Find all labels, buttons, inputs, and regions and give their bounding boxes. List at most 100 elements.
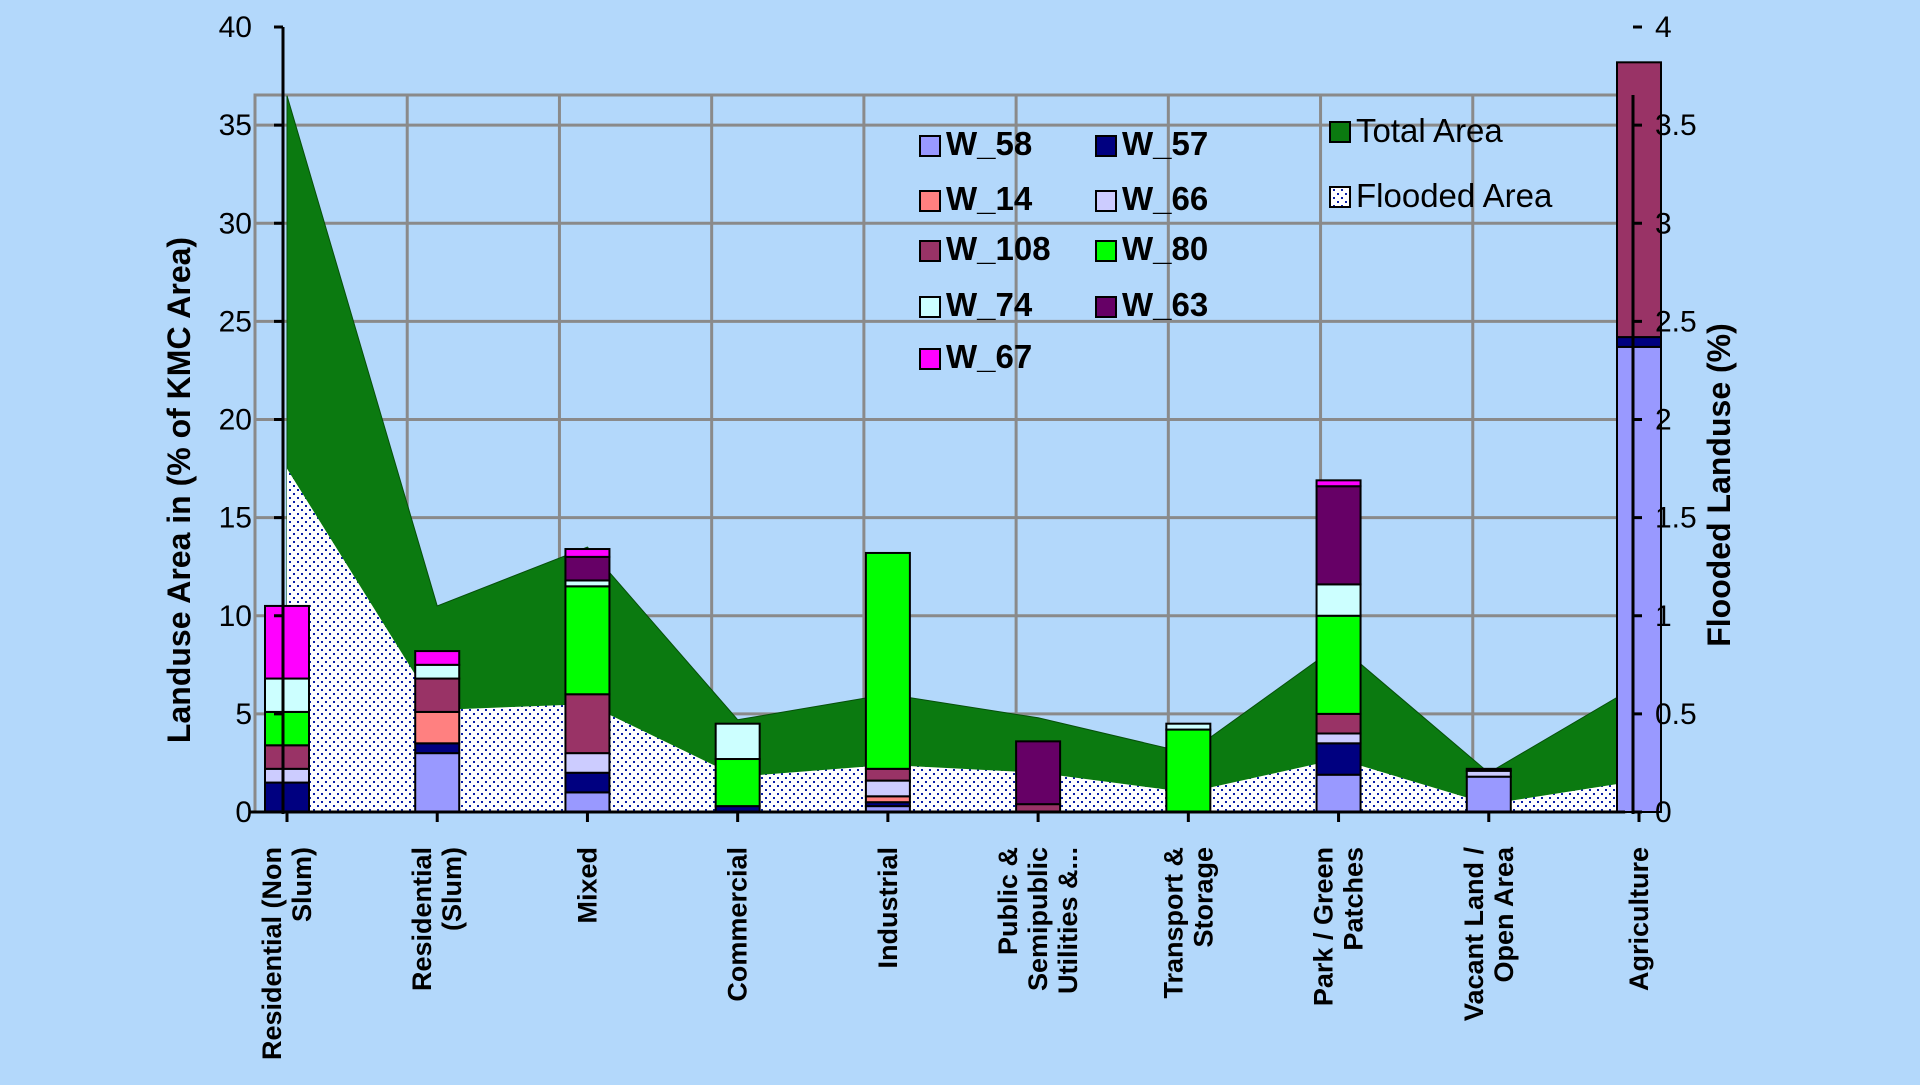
legend-swatch (1095, 190, 1117, 212)
legend-label: Flooded Area (1356, 177, 1553, 214)
bar-segment (1315, 485, 1362, 586)
y2-tick-label: 0.5 (1655, 698, 1697, 731)
y-axis-title: Landuse Area in (% of KMC Area) (161, 237, 197, 743)
x-category-line: Vacant Land / (1459, 847, 1489, 1022)
legend-swatch (919, 296, 941, 318)
y2-axis-title: Flooded Landuse (%) (1701, 323, 1737, 647)
bar-segment (1616, 336, 1662, 348)
legend-label: W_80 (1122, 230, 1208, 267)
y2-tick-label: 3 (1655, 207, 1672, 240)
legend-label: W_108 (946, 230, 1051, 267)
bar-segment (864, 767, 911, 782)
bar-segment (1165, 728, 1212, 814)
x-category-line: Patches (1339, 847, 1369, 951)
y2-tick-label: 1 (1655, 600, 1672, 633)
bar-segment (864, 551, 911, 770)
bar-segment (564, 752, 611, 774)
x-category-line: Commercial (723, 847, 753, 1002)
y-tick-label: 30 (219, 207, 252, 240)
bar-segment (1315, 712, 1362, 735)
x-category-line: Public & (993, 847, 1023, 955)
bar-segment (414, 752, 461, 813)
x-category-label: Industrial (873, 847, 903, 969)
legend-label: W_67 (946, 338, 1032, 375)
x-category-line: Residential (407, 847, 437, 991)
y2-tick-label: 4 (1655, 11, 1672, 44)
bar-segment (564, 548, 611, 558)
x-category-label: Residential (NonSlum) (257, 847, 317, 1060)
y-tick-label: 10 (219, 600, 252, 633)
x-category-line: Transport & (1158, 847, 1188, 999)
bar-segment (864, 779, 911, 798)
legend-swatch (919, 348, 941, 370)
bar-segment (1465, 775, 1512, 813)
bar-segment (1315, 773, 1362, 814)
y2-tick-label: 2.5 (1655, 305, 1697, 338)
x-category-line: Residential (Non (257, 847, 287, 1060)
bar-segment (414, 710, 461, 745)
legend-swatch (919, 135, 941, 157)
legend-swatch (919, 190, 941, 212)
bar-segment (264, 710, 310, 747)
legend-swatch (1329, 121, 1351, 143)
legend-swatch (919, 240, 941, 262)
legend-label: W_74 (946, 286, 1033, 323)
x-category-label: Transport &Storage (1158, 847, 1218, 999)
bar-segment (1465, 767, 1512, 772)
bar-segment (564, 555, 611, 582)
x-category-label: Park / GreenPatches (1309, 847, 1369, 1006)
area-flooded (287, 468, 1639, 812)
legend-swatch (1095, 240, 1117, 262)
legend-swatch (1095, 296, 1117, 318)
bar-segment (1315, 583, 1362, 617)
x-category-label: Residential(Slum) (407, 847, 467, 991)
legend-swatch (1095, 135, 1117, 157)
bar-segment (414, 663, 461, 680)
bar-segment (1315, 614, 1362, 715)
bar-segment (714, 758, 761, 808)
legend-label: W_66 (1122, 180, 1208, 217)
bar-segment (414, 650, 461, 666)
bar-segment (564, 791, 611, 813)
legend-label: W_57 (1122, 125, 1208, 162)
bar-segment (1315, 742, 1362, 776)
bar-segment (564, 585, 611, 696)
legend-label: W_63 (1122, 286, 1208, 323)
x-category-line: Industrial (873, 847, 903, 969)
bar-segment (414, 742, 461, 755)
bar-segment (264, 767, 310, 784)
bar-segment (1616, 61, 1662, 339)
bar-segment (264, 781, 310, 813)
y-tick-label: 5 (235, 698, 252, 731)
y-tick-label: 40 (219, 11, 252, 44)
x-category-label: Vacant Land /Open Area (1459, 846, 1519, 1021)
bar-segment (1015, 740, 1062, 806)
legend-label: Total Area (1356, 112, 1503, 149)
y-tick-label: 0 (235, 796, 252, 829)
bar-segment (264, 677, 310, 713)
bar-segment (264, 604, 310, 680)
y-tick-label: 35 (219, 109, 252, 142)
bar-segment (714, 722, 761, 761)
bar-segment (1165, 722, 1212, 731)
x-category-label: Agriculture (1624, 847, 1654, 991)
x-category-line: Semipublic (1023, 847, 1053, 991)
legend-swatch (1329, 186, 1351, 208)
x-category-label: Commercial (723, 847, 753, 1002)
bar-segment (564, 693, 611, 755)
x-category-line: Open Area (1489, 846, 1519, 983)
y2-tick-label: 2 (1655, 404, 1672, 437)
legend-label: W_14 (946, 180, 1033, 217)
bar-segment (264, 744, 310, 770)
x-category-line: (Slum) (437, 847, 467, 931)
y-tick-label: 25 (219, 305, 252, 338)
y2-tick-label: 0 (1655, 796, 1672, 829)
x-category-line: Storage (1188, 847, 1218, 948)
y2-tick-label: 1.5 (1655, 502, 1697, 535)
y2-tick-label: 3.5 (1655, 109, 1697, 142)
bar-segment (564, 771, 611, 794)
x-category-line: Mixed (572, 847, 602, 924)
x-category-line: Slum) (287, 847, 317, 922)
